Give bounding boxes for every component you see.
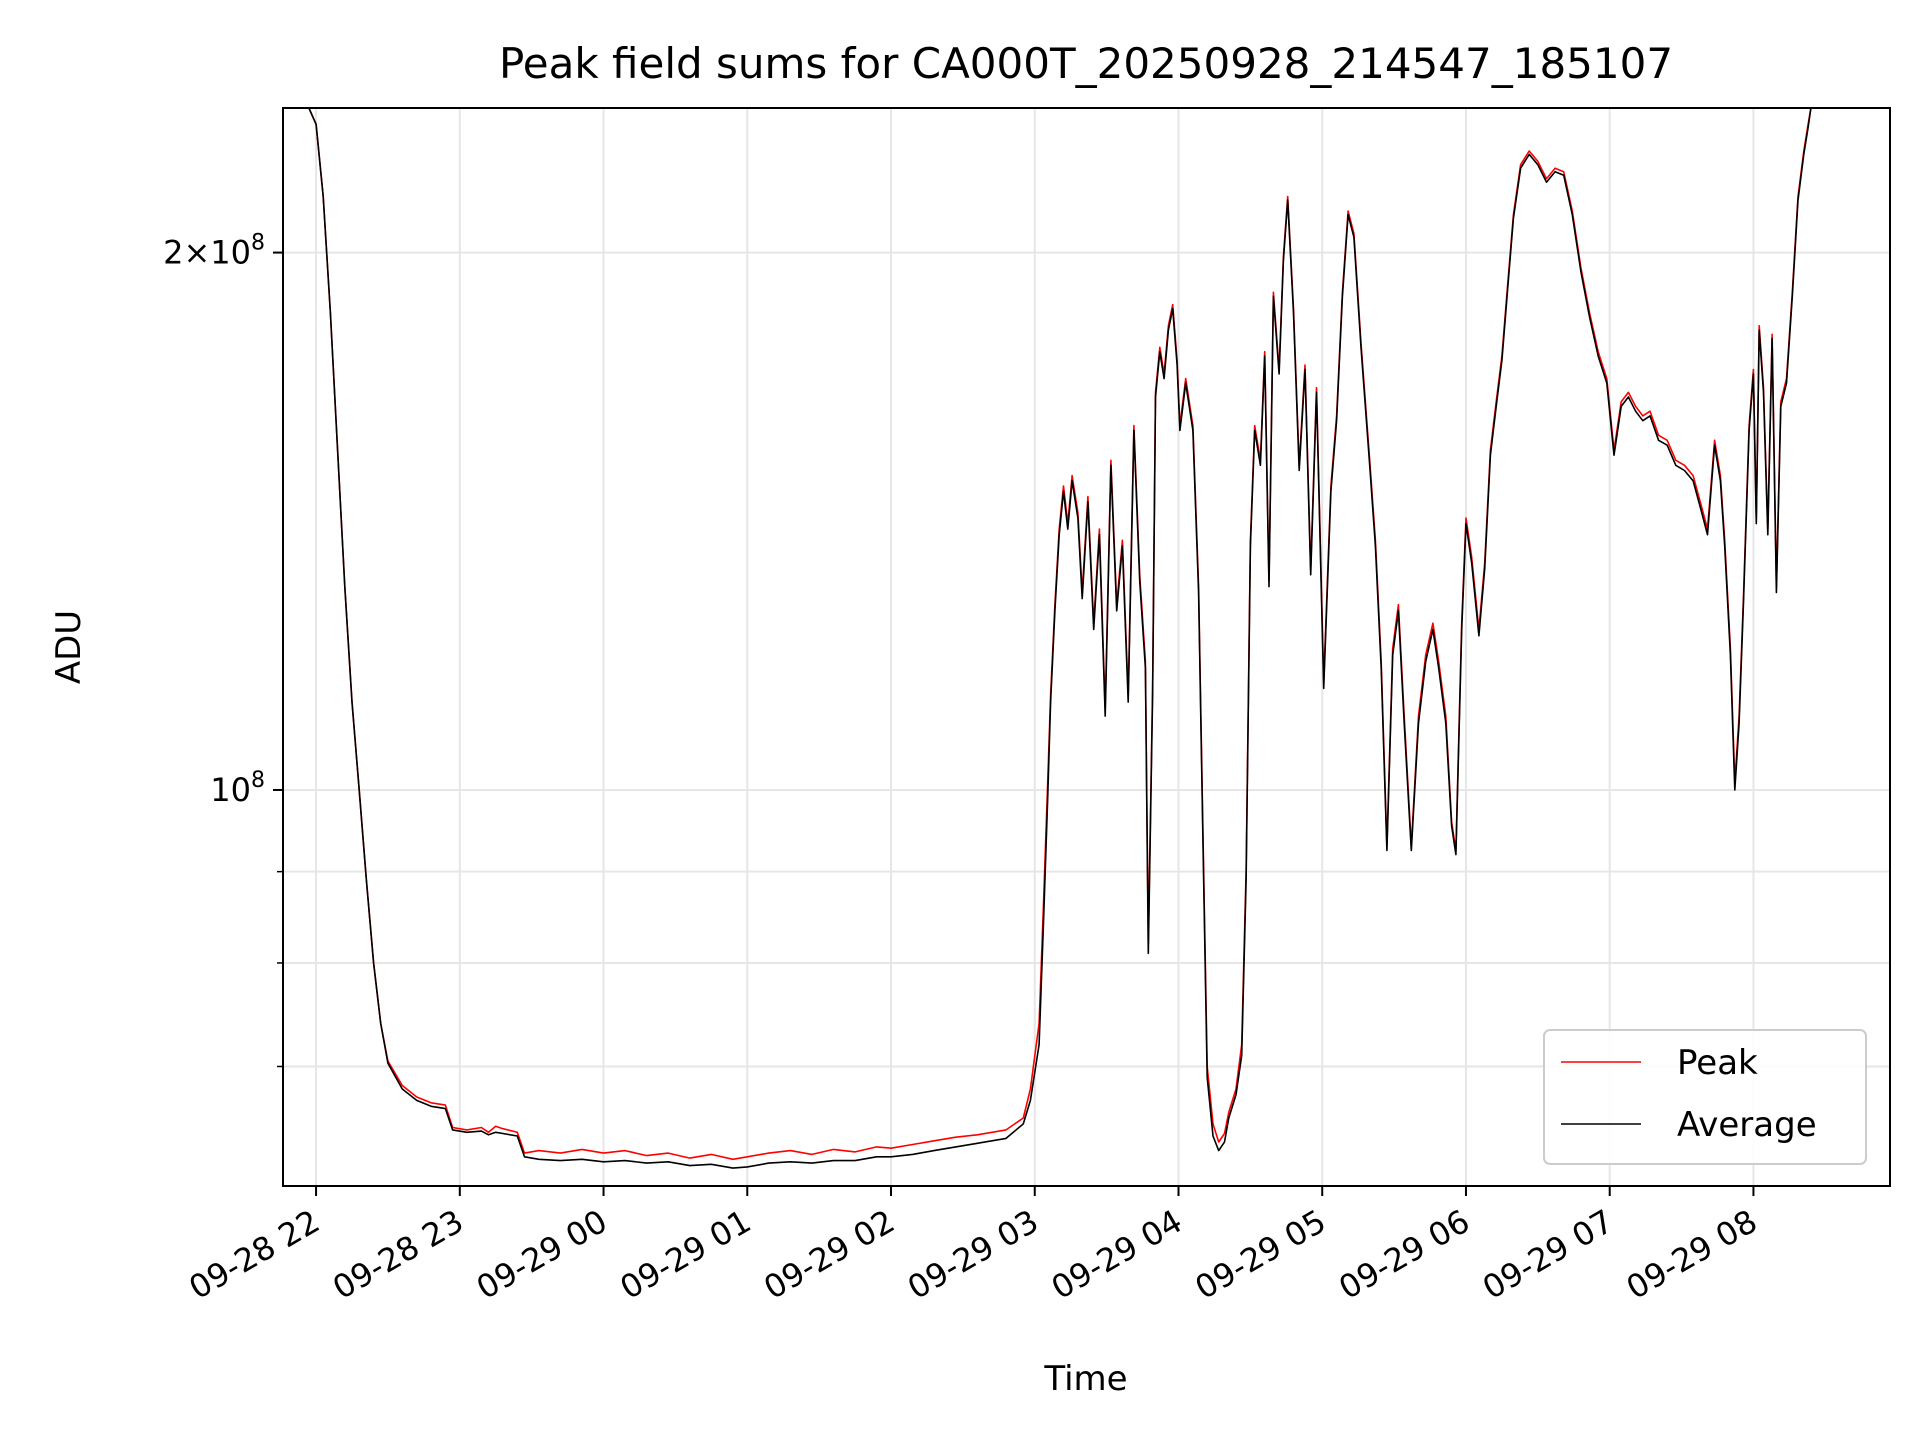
chart-title: Peak field sums for CA000T_20250928_2145… xyxy=(499,39,1673,88)
legend-label-average: Average xyxy=(1677,1105,1817,1145)
x-axis-label: Time xyxy=(1043,1359,1127,1399)
y-tick-label: 2×108 xyxy=(163,231,265,272)
legend-box xyxy=(1543,1029,1867,1165)
series-line-average xyxy=(283,108,1890,1169)
y-tick-label: 108 xyxy=(210,768,265,809)
y-axis: 108 2×108 xyxy=(163,231,283,1068)
series-layer xyxy=(283,108,1890,1169)
legend: Peak Average xyxy=(1543,1029,1867,1165)
grid xyxy=(283,108,1890,1186)
y-axis-label: ADU xyxy=(49,610,89,684)
plot-frame xyxy=(282,107,1891,1187)
legend-label-peak: Peak xyxy=(1677,1043,1758,1083)
